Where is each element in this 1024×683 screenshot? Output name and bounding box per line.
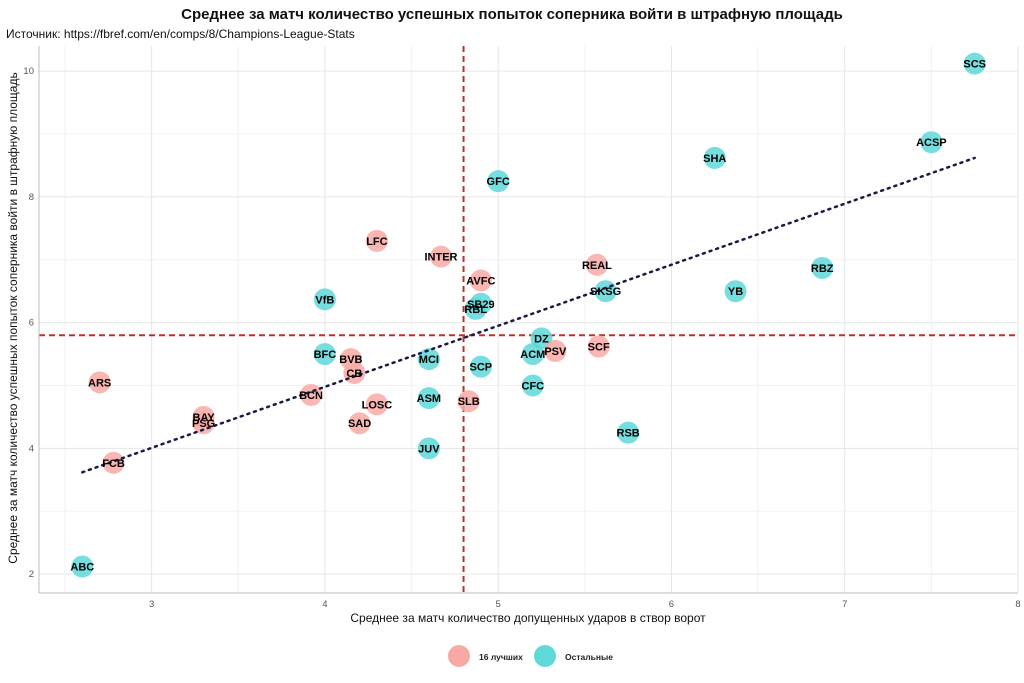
point-inter [429, 245, 452, 268]
label-scs: SCS [963, 59, 986, 71]
label-sb29: SB29 [467, 299, 495, 311]
point-real [585, 253, 608, 276]
y-tick-label: 10 [23, 66, 34, 77]
x-tick-label: 3 [149, 599, 154, 610]
label-rbl: RBL [464, 304, 487, 316]
point-juv [417, 437, 440, 460]
x-tick-label: 6 [669, 599, 674, 610]
data-points [71, 52, 986, 578]
label-cb: CB [346, 368, 362, 380]
trend-line-path [81, 156, 976, 474]
label-lfc: LFC [366, 236, 387, 248]
label-yb: YB [728, 286, 743, 298]
label-gfc: GFC [487, 176, 510, 188]
legend-swatch-top16 [448, 645, 470, 667]
label-mci: MCI [419, 354, 439, 366]
label-ars: ARS [88, 377, 111, 389]
point-abc [71, 555, 94, 578]
label-sha: SHA [703, 153, 726, 165]
point-bfc [313, 343, 336, 366]
label-slb: SLB [458, 396, 480, 408]
label-sksg: SKSG [590, 286, 621, 298]
point-scp [469, 355, 492, 378]
label-real: REAL [582, 260, 612, 272]
y-axis-title: Среднее за матч количество успешных попы… [6, 72, 20, 563]
point-mci [417, 348, 440, 371]
reference-lines [39, 46, 1018, 593]
label-acm: ACM [520, 349, 545, 361]
label-vfb: VfB [315, 294, 334, 306]
x-tick-label: 7 [842, 599, 847, 610]
point-slb [457, 390, 480, 413]
label-cfc: CFC [522, 381, 545, 393]
label-inter: INTER [424, 252, 457, 264]
x-tick-label: 8 [1015, 599, 1020, 610]
point-psv [544, 339, 567, 362]
chart-subtitle: Источник: https://fbref.com/en/comps/8/C… [6, 27, 355, 41]
point-lfc [365, 229, 388, 252]
legend-swatch-others [534, 645, 556, 667]
label-abc: ABC [70, 562, 94, 574]
point-vfb [313, 288, 336, 311]
point-bcn [300, 383, 323, 406]
point-fcb [102, 451, 125, 474]
point-sha [703, 146, 726, 169]
axis: 3 4 5 6 7 8 2 4 6 8 10 [23, 46, 1021, 610]
y-tick-label: 8 [29, 192, 34, 203]
point-labels: SCS ACSP SHA GFC LFC INTER REAL RBZ AVFC SKSG YB Vf… [70, 59, 986, 574]
point-avfc [469, 269, 492, 292]
label-scf: SCF [588, 342, 610, 354]
x-axis-title: Среднее за матч количество допущенных уд… [350, 611, 706, 625]
label-bcn: BCN [299, 390, 323, 402]
label-bfc: BFC [314, 349, 337, 361]
point-scf [587, 335, 610, 358]
grid [39, 46, 1019, 593]
label-fcb: FCB [102, 458, 125, 470]
legend: 16 лучших Остальные [448, 645, 613, 667]
label-dz: DZ [534, 333, 549, 345]
label-bay: BAY [193, 412, 216, 424]
point-cfc [521, 374, 544, 397]
point-sad [348, 412, 371, 435]
point-acsp [920, 131, 943, 154]
label-rbz: RBZ [811, 263, 834, 275]
point-acm [521, 343, 544, 366]
label-scp: SCP [470, 362, 493, 374]
label-bvb: BVB [339, 354, 362, 366]
label-sad: SAD [348, 418, 371, 430]
label-avfc: AVFC [466, 276, 495, 288]
legend-label-others: Остальные [565, 652, 613, 662]
y-tick-label: 6 [29, 318, 34, 329]
point-rsb [617, 421, 640, 444]
point-losc [365, 393, 388, 416]
label-asm: ASM [417, 393, 441, 405]
label-psg: PSG [192, 418, 215, 430]
y-tick-label: 4 [29, 443, 34, 454]
chart-title: Среднее за матч количество успешных попы… [181, 6, 843, 23]
point-asm [417, 387, 440, 410]
point-rbz [811, 256, 834, 279]
point-yb [724, 280, 747, 303]
x-tick-label: 5 [496, 599, 501, 610]
label-juv: JUV [418, 443, 440, 455]
point-rbl [464, 297, 487, 320]
label-psv: PSV [544, 346, 567, 358]
y-tick-label: 2 [29, 569, 34, 580]
label-rsb: RSB [617, 428, 640, 440]
label-losc: LOSC [362, 399, 393, 411]
legend-label-top16: 16 лучших [479, 652, 523, 662]
label-acsp: ACSP [916, 137, 947, 149]
point-ars [88, 371, 111, 394]
trend-line [81, 156, 976, 474]
point-gfc [487, 170, 510, 193]
point-scs [963, 52, 986, 75]
x-tick-label: 4 [322, 599, 327, 610]
